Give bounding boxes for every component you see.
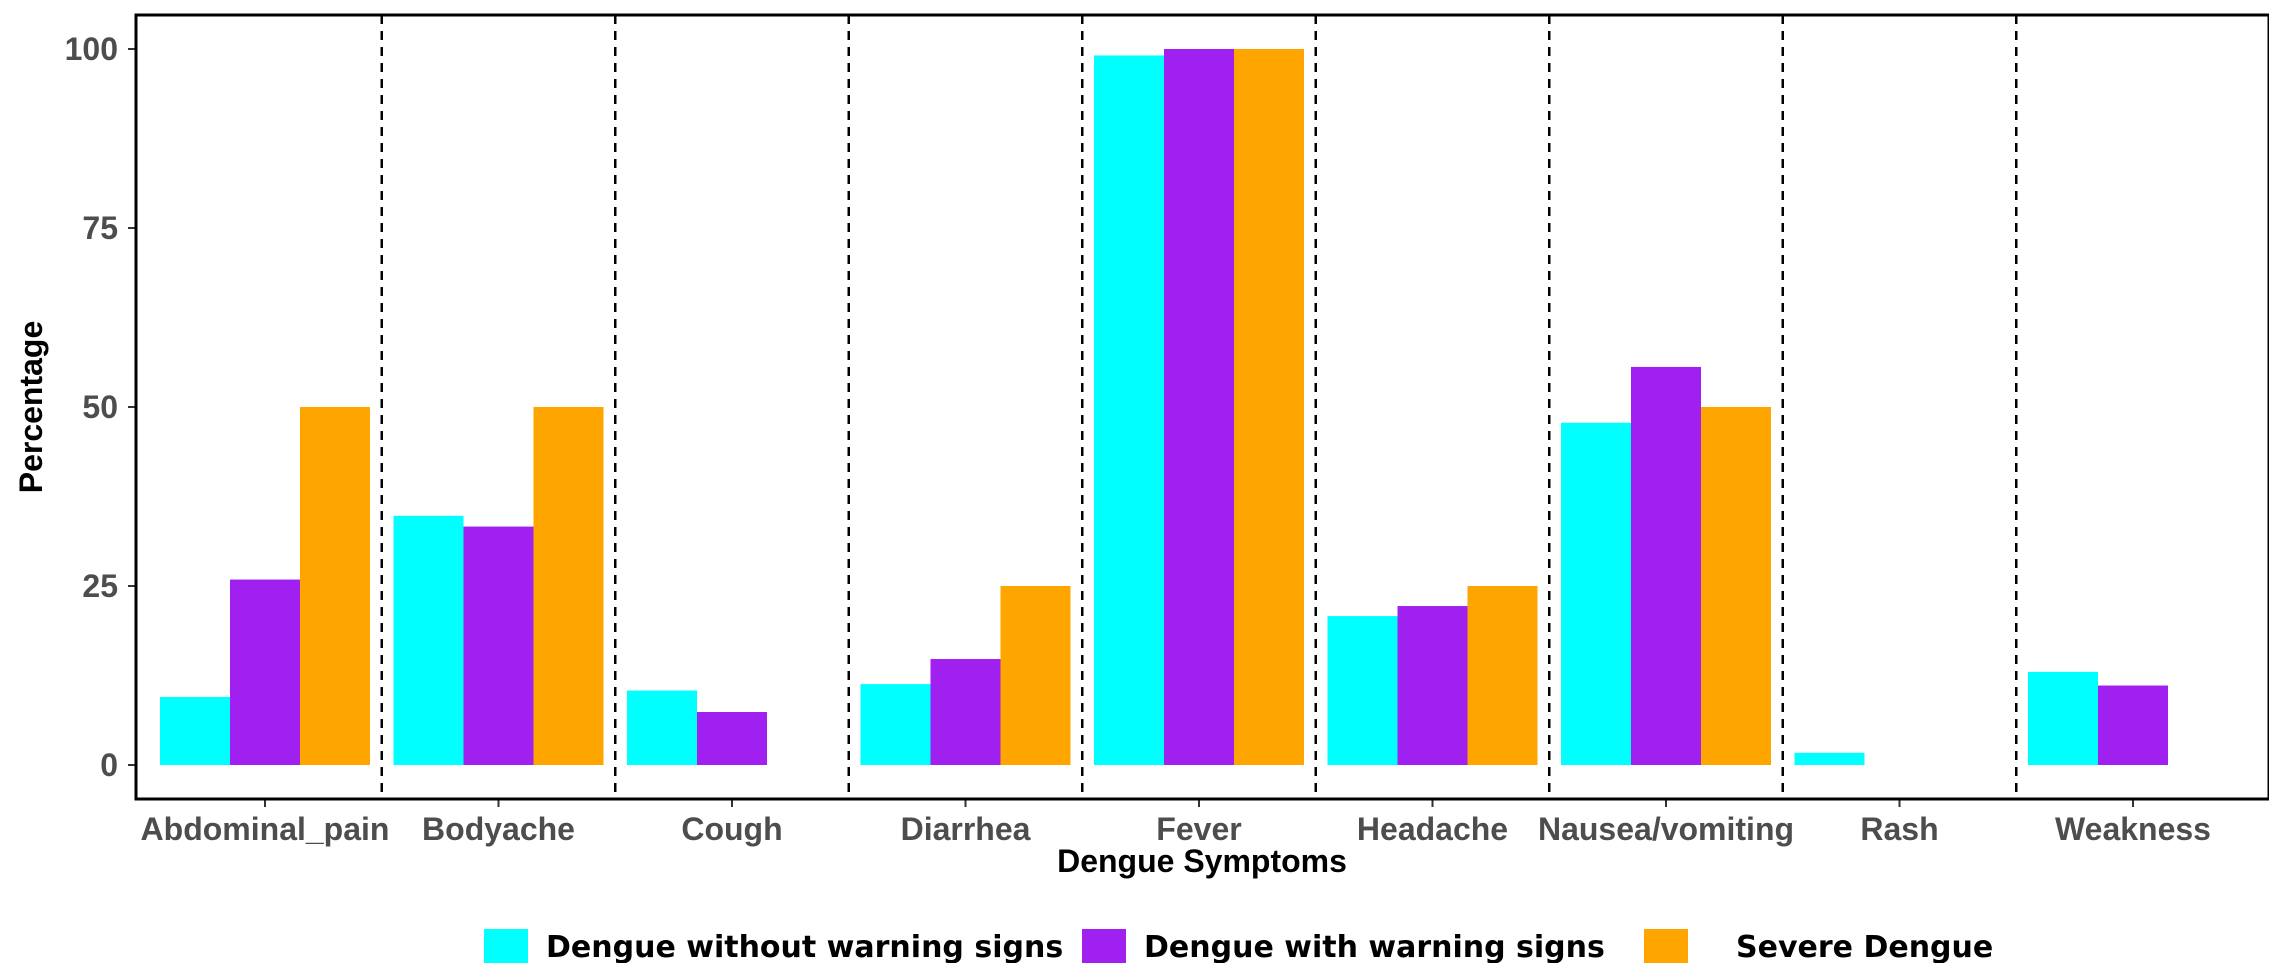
x-tick-label: Fever <box>1156 811 1241 847</box>
x-tick-label: Nausea/vomiting <box>1538 811 1794 847</box>
x-tick-label: Rash <box>1860 811 1938 847</box>
bar-nausea-vomiting-series-3 <box>1701 407 1771 765</box>
bar-weakness-series-2 <box>2098 685 2168 765</box>
x-tick-label: Abdominal_pain <box>141 811 390 847</box>
legend-label-2: Dengue with warning signs <box>1144 930 1605 963</box>
legend-label-3: Severe Dengue <box>1736 930 1993 963</box>
legend: Dengue without warning signs Dengue with … <box>484 929 1993 963</box>
bar-bodyache-series-1 <box>393 515 464 765</box>
bar-nausea-vomiting-series-2 <box>1631 366 1701 765</box>
y-tick-label: 100 <box>65 31 118 67</box>
bar-abdominal-pain-series-1 <box>160 696 230 765</box>
x-tick-label: Cough <box>681 811 782 847</box>
x-tick-label: Weakness <box>2055 811 2211 847</box>
bar-fever-series-2 <box>1164 49 1234 765</box>
x-tick-label: Diarrhea <box>901 811 1031 847</box>
bar-diarrhea-series-2 <box>930 659 1001 765</box>
y-tick-label: 50 <box>82 389 118 425</box>
x-axis-title: Dengue Symptoms <box>1057 843 1347 879</box>
x-axis-ticks: Abdominal_pain Bodyache Cough Diarrhea Fever… <box>141 799 2211 847</box>
bar-fever-series-3 <box>1234 49 1304 765</box>
bar-nausea-vomiting-series-1 <box>1561 422 1631 765</box>
legend-swatch-3 <box>1644 929 1688 963</box>
legend-swatch-1 <box>484 929 528 963</box>
legend-label-1: Dengue without warning signs <box>546 930 1063 963</box>
bar-abdominal-pain-series-2 <box>230 579 300 765</box>
y-tick-label: 75 <box>82 210 118 246</box>
bar-weakness-series-1 <box>2028 671 2098 765</box>
plot-panel-border <box>134 13 2269 801</box>
x-tick-label: Headache <box>1357 811 1508 847</box>
bar-diarrhea-series-3 <box>1000 586 1071 765</box>
bar-fever-series-1 <box>1094 55 1164 766</box>
y-tick-label: 0 <box>100 747 118 783</box>
bars <box>160 49 2168 766</box>
category-separators <box>380 15 2018 799</box>
bar-rash-series-1 <box>1794 752 1865 765</box>
bar-headache-series-3 <box>1467 586 1538 765</box>
bar-diarrhea-series-1 <box>860 684 931 765</box>
y-tick-label: 25 <box>82 568 118 604</box>
bar-headache-series-2 <box>1397 606 1468 765</box>
y-axis-title: Percentage <box>13 321 49 494</box>
x-tick-label: Bodyache <box>422 811 575 847</box>
bar-bodyache-series-2 <box>463 526 534 765</box>
legend-swatch-2 <box>1082 929 1126 963</box>
bar-cough-series-2 <box>697 712 767 765</box>
bar-headache-series-1 <box>1327 616 1398 765</box>
bar-bodyache-series-3 <box>533 407 604 765</box>
bar-cough-series-1 <box>627 690 697 765</box>
y-axis-ticks: 0 25 50 75 100 <box>65 31 136 783</box>
bar-abdominal-pain-series-3 <box>300 407 370 765</box>
